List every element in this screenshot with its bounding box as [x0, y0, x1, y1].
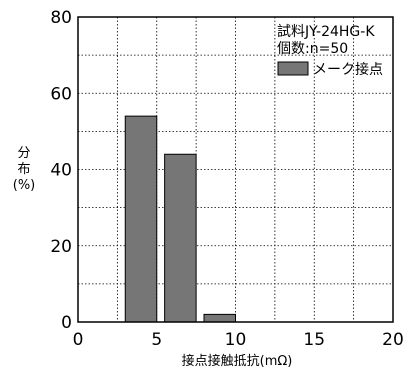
annotation: 試料JY-24HG-K 個数:n=50 [277, 24, 375, 57]
x-tick-label: 15 [303, 330, 325, 350]
y-tick-label: 20 [50, 237, 72, 257]
x-tick-label: 20 [382, 330, 404, 350]
tick-labels: 0 20 40 60 80 0 5 10 15 20 [50, 8, 403, 350]
annotation-sample: 試料JY-24HG-K [277, 24, 375, 40]
bar-2 [164, 153, 197, 323]
bars [124, 115, 236, 323]
bar-3 [203, 313, 236, 323]
x-tick-label: 10 [225, 330, 247, 350]
bar-1 [124, 115, 158, 323]
y-tick-label: 40 [50, 161, 72, 181]
plot-frame [77, 16, 394, 323]
legend-label: メーク接点 [313, 61, 383, 78]
annotation-count: 個数:n=50 [277, 41, 348, 57]
y-axis-title-char-1: 分 [17, 146, 30, 161]
x-tick-label: 0 [73, 330, 84, 350]
y-tick-label: 0 [61, 313, 72, 333]
y-axis-title: 分 布 (%) [13, 146, 36, 193]
y-axis-title-unit: (%) [13, 178, 36, 193]
y-axis-title-char-2: 布 [17, 162, 30, 177]
legend: メーク接点 [277, 61, 383, 78]
y-tick-label: 80 [50, 8, 72, 28]
x-tick-label: 5 [151, 330, 162, 350]
y-tick-label: 60 [50, 84, 72, 104]
legend-swatch [277, 61, 309, 76]
x-axis-title: 接点接触抵抗(mΩ) [182, 353, 293, 369]
